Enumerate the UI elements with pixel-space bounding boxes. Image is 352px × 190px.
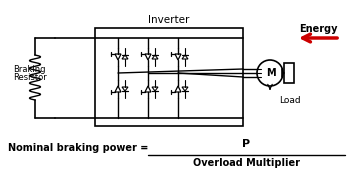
Text: Inverter: Inverter — [148, 15, 190, 25]
Bar — [95, 28, 243, 126]
Text: Overload Multiplier: Overload Multiplier — [193, 158, 300, 168]
Text: Energy: Energy — [299, 24, 337, 34]
Bar — [284, 63, 294, 83]
Text: Braking: Braking — [13, 64, 45, 74]
Text: M: M — [266, 68, 276, 78]
Text: Nominal braking power =: Nominal braking power = — [8, 143, 149, 153]
Text: P: P — [243, 139, 251, 149]
Text: Resistor: Resistor — [13, 74, 47, 82]
Text: Load: Load — [279, 96, 301, 105]
